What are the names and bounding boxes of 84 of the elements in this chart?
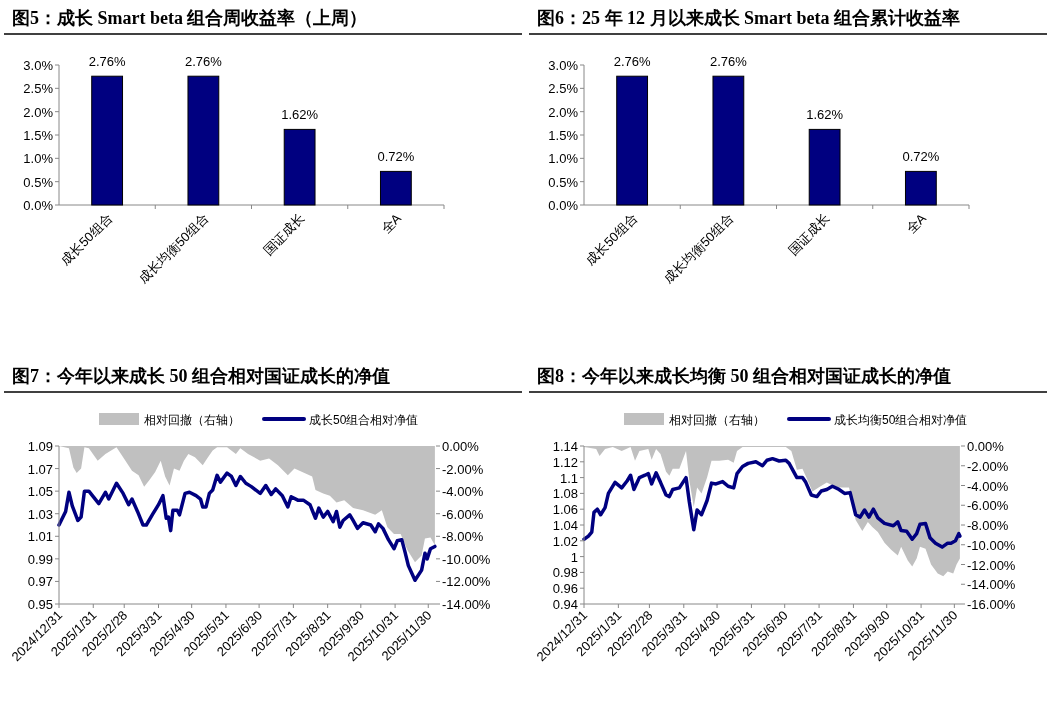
y2-tick-label: -4.00% — [442, 484, 484, 500]
chart-title: 图7：今年以来成长 50 组合相对国证成长的净值 — [12, 366, 390, 386]
legend-label: 成长均衡50组合相对净值 — [834, 413, 968, 427]
y2-tick-label: -2.00% — [967, 458, 1009, 474]
chart-title: 图8：今年以来成长均衡 50 组合相对国证成长的净值 — [537, 366, 951, 386]
y-tick-label: 2.0% — [23, 104, 54, 120]
y-tick-label: 1.04 — [552, 518, 578, 533]
y-tick-label: 0.95 — [27, 597, 53, 612]
y2-tick-label: -12.00% — [967, 557, 1016, 573]
y-tick-label: 2.0% — [548, 104, 579, 120]
y2-tick-label: -4.00% — [967, 478, 1009, 494]
y-tick-label: 1.14 — [552, 439, 578, 454]
legend-label: 相对回撤（右轴） — [669, 413, 765, 427]
y2-tick-label: -8.00% — [442, 529, 484, 545]
y-tick-label: 1 — [570, 549, 578, 565]
data-label: 2.76% — [88, 54, 126, 70]
chart-title: 图6：25 年 12 月以来成长 Smart beta 组合累计收益率 — [537, 8, 960, 28]
y2-tick-label: -14.00% — [967, 577, 1016, 593]
y-tick-label: 1.5% — [23, 128, 54, 143]
bar — [187, 75, 220, 206]
y-tick-label: 1.08 — [552, 486, 578, 502]
y-tick-label: 3.0% — [548, 58, 579, 73]
y2-tick-label: -6.00% — [967, 498, 1009, 514]
y2-tick-label: -14.00% — [442, 597, 491, 612]
x-tick-label: 全A — [378, 210, 405, 237]
y2-tick-label: -6.00% — [442, 506, 484, 522]
y-tick-label: 1.03 — [27, 506, 53, 522]
data-label: 2.76% — [709, 54, 748, 70]
y2-tick-label: -10.00% — [442, 551, 491, 567]
y-tick-label: 0.5% — [548, 174, 579, 190]
line-series — [57, 471, 437, 583]
y-tick-label: 2.5% — [548, 81, 579, 97]
x-tick-label: 成长均衡50组合 — [135, 210, 212, 287]
y2-tick-label: -8.00% — [967, 518, 1009, 533]
y-tick-label: 0.0% — [23, 198, 54, 213]
y-tick-label: 0.0% — [548, 198, 579, 213]
y-tick-label: 1.05 — [27, 484, 53, 500]
y-tick-label: 0.94 — [552, 597, 578, 612]
data-label: 0.72% — [902, 149, 940, 165]
x-tick-label: 国证成长 — [260, 210, 308, 258]
y-tick-label: 1.01 — [27, 529, 53, 545]
y-tick-label: 3.0% — [23, 58, 54, 73]
y-tick-label: 0.99 — [27, 551, 53, 567]
y-tick-label: 0.5% — [23, 174, 54, 190]
data-label: 0.72% — [377, 149, 415, 165]
y2-tick-label: 0.00% — [442, 439, 480, 454]
y2-tick-label: -2.00% — [442, 461, 484, 477]
line-series — [582, 456, 962, 549]
y-tick-label: 1.0% — [548, 151, 579, 167]
y-tick-label: 2.5% — [23, 81, 54, 97]
bar — [283, 128, 316, 206]
y-tick-label: 0.97 — [27, 574, 53, 590]
legend-label: 成长50组合相对净值 — [309, 413, 419, 427]
y-tick-label: 1.06 — [552, 502, 578, 518]
bar — [712, 75, 745, 206]
y2-tick-label: -12.00% — [442, 574, 491, 590]
data-label: 1.62% — [281, 107, 319, 123]
y-tick-label: 1.09 — [27, 439, 53, 454]
data-label: 2.76% — [613, 54, 651, 70]
bar — [616, 75, 649, 206]
y-tick-label: 1.02 — [552, 533, 578, 549]
y2-tick-label: 0.00% — [967, 439, 1005, 454]
y-tick-label: 1.12 — [552, 454, 578, 470]
y-tick-label: 1.5% — [548, 128, 579, 143]
legend-label: 相对回撤（右轴） — [144, 413, 240, 427]
y2-tick-label: -10.00% — [967, 537, 1016, 553]
y-tick-label: 1.07 — [27, 461, 53, 477]
data-label: 1.62% — [806, 107, 844, 123]
data-label: 2.76% — [184, 54, 223, 70]
y2-tick-label: -16.00% — [967, 597, 1016, 612]
x-tick-label: 成长均衡50组合 — [660, 210, 737, 287]
chart-title: 图5：成长 Smart beta 组合周收益率（上周） — [12, 8, 368, 28]
x-tick-label: 全A — [903, 210, 930, 237]
bar — [91, 75, 124, 206]
bar — [379, 170, 412, 206]
y-tick-label: 1.0% — [23, 151, 54, 167]
bar — [904, 170, 937, 206]
bar — [808, 128, 841, 206]
y-tick-label: 1.1 — [559, 470, 578, 486]
x-tick-label: 国证成长 — [785, 210, 833, 258]
x-tick-label: 成长50组合 — [582, 210, 641, 269]
y-tick-label: 0.98 — [552, 565, 578, 581]
y-tick-label: 0.96 — [552, 581, 578, 597]
x-tick-label: 成长50组合 — [57, 210, 116, 269]
